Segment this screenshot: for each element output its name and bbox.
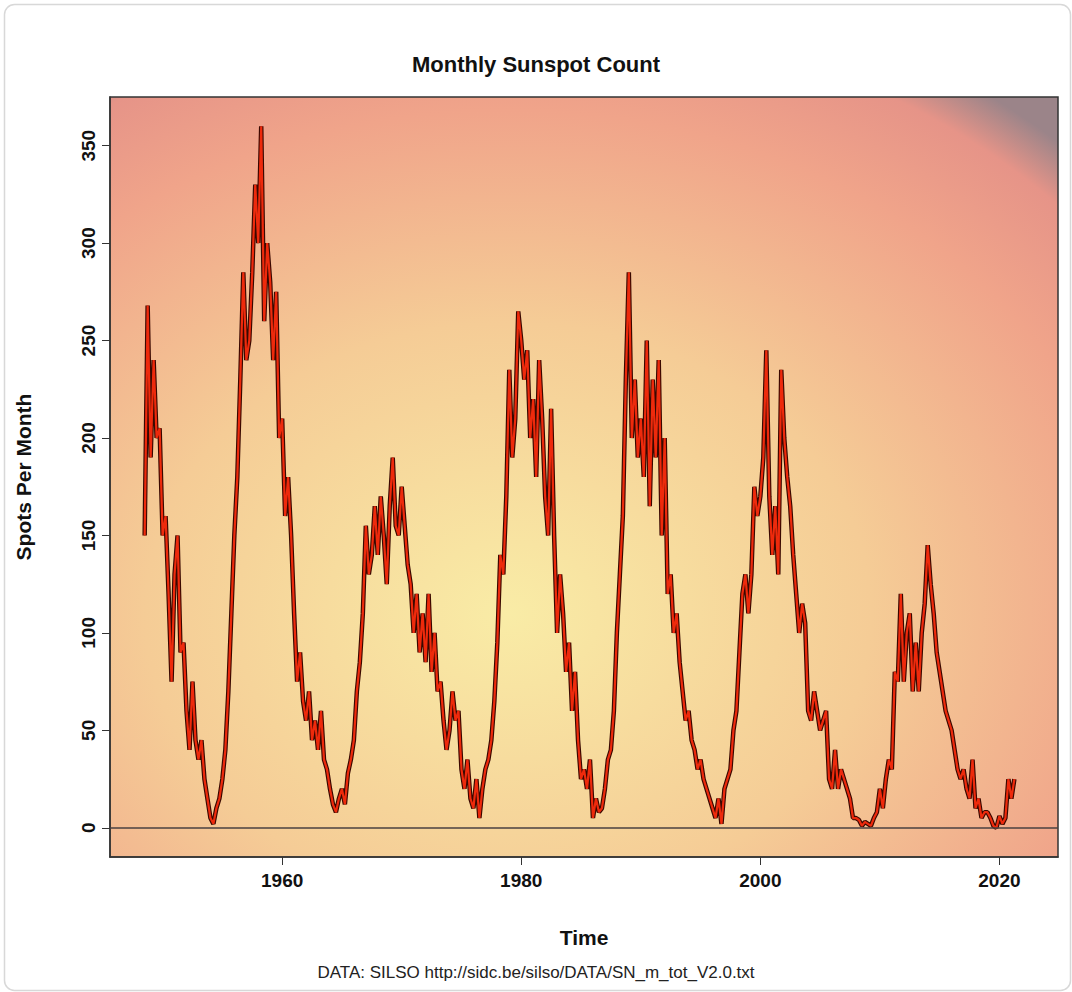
svg-text:200: 200 <box>78 422 99 454</box>
svg-text:150: 150 <box>78 520 99 552</box>
svg-text:300: 300 <box>78 227 99 259</box>
svg-text:Spots Per Month: Spots Per Month <box>12 394 35 561</box>
svg-text:2000: 2000 <box>739 870 781 891</box>
svg-text:100: 100 <box>78 617 99 649</box>
svg-text:1960: 1960 <box>261 870 303 891</box>
svg-text:1980: 1980 <box>500 870 542 891</box>
svg-text:Time: Time <box>560 926 609 949</box>
svg-text:Monthly Sunspot Count: Monthly Sunspot Count <box>412 52 661 77</box>
svg-text:250: 250 <box>78 325 99 357</box>
svg-text:0: 0 <box>78 822 99 833</box>
svg-text:350: 350 <box>78 130 99 162</box>
svg-text:DATA: SILSO http://sidc.be/sil: DATA: SILSO http://sidc.be/silso/DATA/SN… <box>317 963 754 982</box>
svg-text:50: 50 <box>78 720 99 741</box>
svg-text:2020: 2020 <box>978 870 1020 891</box>
